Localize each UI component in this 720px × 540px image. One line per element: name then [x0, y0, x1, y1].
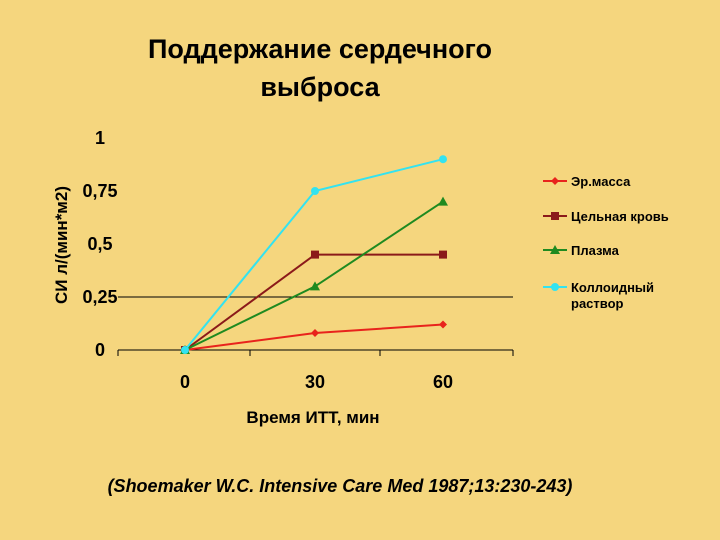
legend-label: Плазма: [571, 243, 620, 258]
legend-marker: [551, 212, 559, 220]
citation: (Shoemaker W.C. Intensive Care Med 1987;…: [107, 476, 573, 496]
data-point: [310, 281, 320, 291]
y-tick-label: 1: [95, 128, 105, 148]
legend-label: Коллоидный раствор: [571, 280, 654, 311]
chart-legend: Эр.масса Цельная кровь Плазма Коллоидный рас…: [543, 174, 669, 311]
title-line-1: Поддержание сердечного: [147, 34, 493, 64]
legend-label: Эр.масса: [571, 174, 631, 189]
y-tick-label: 0: [95, 340, 105, 360]
data-point: [439, 155, 447, 164]
data-point: [311, 187, 319, 195]
y-axis-label: СИ л/(мин*м2): [52, 186, 71, 304]
series-2: [181, 250, 447, 354]
y-tick-label: 0,25: [82, 287, 117, 307]
chart-series: [180, 155, 448, 354]
y-tick-label: 0,75: [82, 181, 117, 201]
x-tick-label: 0: [180, 372, 190, 392]
legend-item: Плазма: [543, 243, 620, 258]
series-1: [181, 320, 447, 354]
data-point: [439, 250, 447, 259]
data-point: [181, 346, 189, 354]
title-line-2: выброса: [260, 72, 380, 102]
y-tick-label: 0,5: [87, 234, 112, 254]
legend-marker: [551, 283, 559, 291]
x-tick-label: 60: [433, 372, 453, 392]
legend-marker: [551, 177, 559, 185]
data-point: [311, 250, 319, 259]
legend-marker: [550, 245, 560, 254]
x-tick-label: 30: [305, 372, 325, 392]
series-line: [184, 323, 444, 351]
chart-title: Поддержание сердечного выброса: [100, 30, 540, 106]
data-point: [438, 196, 448, 206]
data-point: [311, 329, 319, 338]
legend-item: Цельная кровь: [543, 209, 669, 224]
series-4: [181, 155, 447, 354]
chart-axes: 0 0,25 0,5 0,75 1 0 30 60: [82, 128, 514, 392]
x-axis-label: Время ИТТ, мин: [246, 408, 379, 427]
legend-item: Эр.масса: [543, 174, 631, 189]
legend-item: Коллоидный раствор: [543, 280, 654, 311]
data-point: [439, 320, 447, 329]
legend-label: Цельная кровь: [571, 209, 669, 224]
